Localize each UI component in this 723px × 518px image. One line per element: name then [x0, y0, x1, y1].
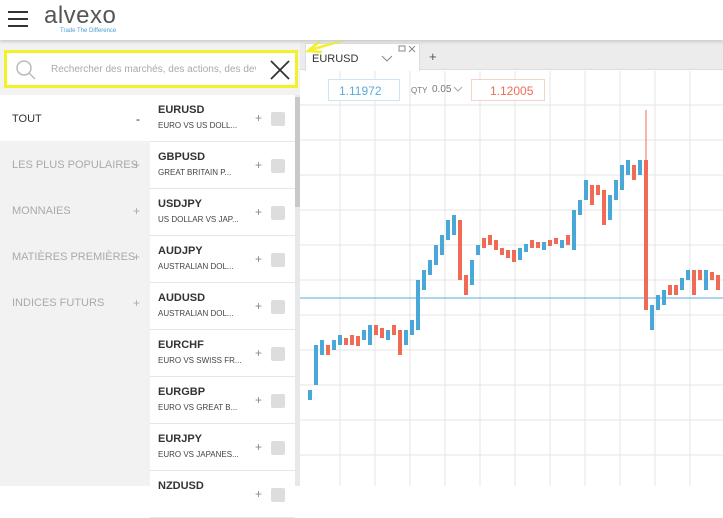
clear-button[interactable] — [269, 59, 291, 81]
tagline: Trade The Difference — [60, 28, 117, 34]
instrument-checkbox[interactable] — [271, 441, 285, 455]
price-chart — [300, 71, 723, 486]
instrument-symbol: EURJPY — [158, 433, 203, 445]
search-icon — [16, 60, 36, 80]
category-item[interactable]: INDICES FUTURS + — [0, 279, 150, 326]
add-button[interactable]: + — [255, 158, 263, 172]
category-label: TOUT — [12, 112, 42, 125]
instrument-row[interactable]: GBPUSD GREAT BRITAIN P... + — [150, 142, 295, 189]
add-button[interactable]: + — [255, 252, 263, 266]
category-label: INDICES FUTURS — [12, 296, 105, 309]
instrument-checkbox[interactable] — [271, 159, 285, 173]
instrument-description: GREAT BRITAIN P... — [158, 168, 232, 177]
qty-value[interactable]: 0.05 — [432, 84, 452, 95]
instrument-description: EURO VS SWISS FR... — [158, 356, 242, 365]
category-item[interactable]: MATIÈRES PREMIÈRES + — [0, 233, 150, 280]
instrument-row[interactable]: EURJPY EURO VS JAPANES... + — [150, 424, 295, 471]
instrument-row[interactable]: EURGBP EURO VS GREAT B... + — [150, 377, 295, 424]
instrument-description: US DOLLAR VS JAP... — [158, 215, 239, 224]
instrument-symbol: NZDUSD — [158, 480, 204, 492]
qty-dropdown[interactable] — [453, 86, 463, 93]
instrument-checkbox[interactable] — [271, 347, 285, 361]
tab-dropdown[interactable] — [381, 55, 393, 63]
add-button[interactable]: + — [255, 393, 263, 407]
instrument-description: AUSTRALIAN DOL... — [158, 262, 234, 271]
logo[interactable]: alvexo — [44, 2, 117, 29]
add-button[interactable]: + — [255, 487, 263, 501]
add-button[interactable]: + — [255, 440, 263, 454]
tab-controls[interactable] — [398, 45, 418, 53]
instrument-description: EURO VS US DOLL... — [158, 121, 238, 130]
category-item[interactable]: LES PLUS POPULAIRES + — [0, 141, 150, 188]
instrument-row[interactable]: AUDJPY AUSTRALIAN DOL... + — [150, 236, 295, 283]
instrument-checkbox[interactable] — [271, 206, 285, 220]
category-label: LES PLUS POPULAIRES — [12, 158, 138, 171]
instrument-checkbox[interactable] — [271, 488, 285, 502]
instrument-description: EURO VS JAPANES... — [158, 450, 239, 459]
scrollbar[interactable] — [295, 95, 300, 486]
add-button[interactable]: + — [255, 299, 263, 313]
search-box[interactable]: Rechercher des marchés, des actions, des… — [4, 50, 298, 88]
instrument-checkbox[interactable] — [271, 300, 285, 314]
tab-label: EURUSD — [312, 53, 359, 65]
header: alvexo Trade The Difference — [0, 0, 723, 40]
add-button[interactable]: + — [255, 111, 263, 125]
instrument-checkbox[interactable] — [271, 394, 285, 408]
instrument-row[interactable]: AUDUSD AUSTRALIAN DOL... + — [150, 283, 295, 330]
add-button[interactable]: + — [255, 205, 263, 219]
category-toggle: + — [132, 249, 140, 264]
instrument-symbol: AUDUSD — [158, 292, 206, 304]
instrument-symbol: EURCHF — [158, 339, 204, 351]
category-toggle: + — [132, 203, 140, 218]
instrument-checkbox[interactable] — [271, 112, 285, 126]
new-tab-button[interactable]: + — [429, 49, 437, 64]
instrument-row[interactable]: EURCHF EURO VS SWISS FR... + — [150, 330, 295, 377]
qty-label: QTY — [411, 86, 428, 95]
instrument-symbol: AUDJPY — [158, 245, 203, 257]
buy-price[interactable]: 1.12005 — [471, 79, 545, 101]
instrument-row[interactable]: NZDUSD + — [150, 471, 295, 518]
instrument-symbol: USDJPY — [158, 198, 203, 210]
search-placeholder: Rechercher des marchés, des actions, des… — [51, 64, 256, 75]
category-item[interactable]: TOUT - — [0, 95, 150, 142]
instrument-symbol: EURGBP — [158, 386, 206, 398]
add-button[interactable]: + — [255, 346, 263, 360]
chart-grid — [300, 71, 723, 486]
instrument-symbol: EURUSD — [158, 104, 205, 116]
category-toggle: - — [136, 111, 140, 126]
category-label: MATIÈRES PREMIÈRES — [12, 250, 136, 263]
category-toggle: + — [132, 295, 140, 310]
candles — [308, 110, 720, 400]
instrument-checkbox[interactable] — [271, 253, 285, 267]
menu-button[interactable] — [8, 11, 28, 27]
tab[interactable]: EURUSD — [305, 43, 420, 71]
sell-price[interactable]: 1.11972 — [328, 79, 400, 101]
instrument-row[interactable]: EURUSD EURO VS US DOLL... + — [150, 95, 295, 142]
category-toggle: + — [132, 157, 140, 172]
instrument-description: AUSTRALIAN DOL... — [158, 309, 234, 318]
instrument-symbol: GBPUSD — [158, 151, 206, 163]
instrument-row[interactable]: USDJPY US DOLLAR VS JAP... + — [150, 189, 295, 236]
category-label: MONNAIES — [12, 204, 71, 217]
instrument-description: EURO VS GREAT B... — [158, 403, 238, 412]
category-item[interactable]: MONNAIES + — [0, 187, 150, 234]
